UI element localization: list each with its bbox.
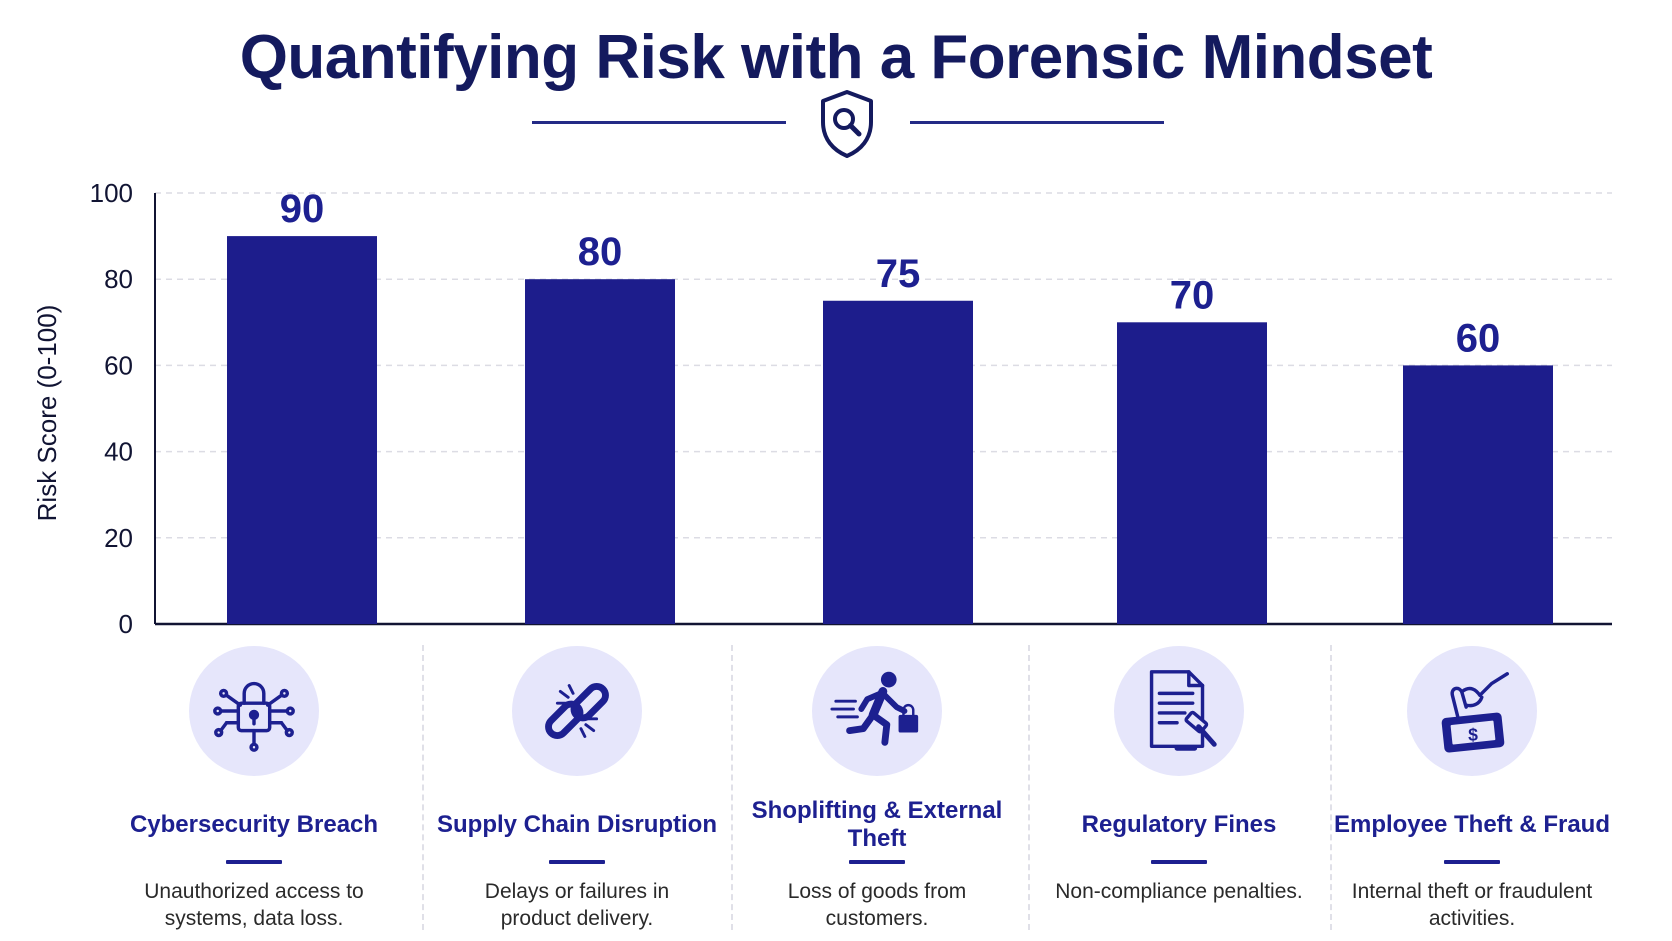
title-underline xyxy=(1151,860,1207,864)
hand-money-icon: $ xyxy=(1441,672,1509,753)
icon-badge xyxy=(512,646,642,776)
category-card-employee-theft: $ Employee Theft & Fraud Internal theft … xyxy=(1322,640,1622,932)
category-title: Regulatory Fines xyxy=(1081,811,1277,838)
bar-value-label: 75 xyxy=(876,252,921,296)
y-tick-label: 40 xyxy=(104,437,133,467)
title-divider-left xyxy=(532,121,786,124)
bar xyxy=(1117,322,1267,624)
title-underline xyxy=(549,860,605,864)
category-title: Cybersecurity Breach xyxy=(129,811,379,838)
icon-badge xyxy=(189,646,319,776)
y-tick-label: 60 xyxy=(104,350,133,380)
category-title: Supply Chain Disruption xyxy=(437,811,717,838)
category-card-cybersecurity: Cybersecurity Breach Unauthorized access… xyxy=(104,640,404,932)
category-description: Internal theft or fraudulent activities. xyxy=(1351,880,1593,930)
running-thief-icon xyxy=(830,671,919,746)
icon-badge xyxy=(1114,646,1244,776)
category-description: Delays or failures in product delivery. xyxy=(484,880,670,930)
icon-badge xyxy=(812,646,942,776)
bar-value-label: 60 xyxy=(1456,316,1501,360)
bar-value-label: 70 xyxy=(1170,273,1215,317)
column-divider xyxy=(1028,645,1030,930)
category-title: Employee Theft & Fraud xyxy=(1333,811,1611,838)
bar xyxy=(525,279,675,624)
y-tick-label: 20 xyxy=(104,523,133,553)
y-tick-label: 100 xyxy=(90,178,133,208)
title-underline xyxy=(1444,860,1500,864)
title-divider-right xyxy=(910,121,1164,124)
column-divider xyxy=(422,645,424,930)
title-underline xyxy=(849,860,905,864)
category-title: Shoplifting & External Theft xyxy=(751,797,1003,852)
y-tick-label: 0 xyxy=(119,609,133,639)
y-tick-label: 80 xyxy=(104,264,133,294)
shield-search-icon xyxy=(821,90,873,158)
bar xyxy=(227,236,377,624)
title-underline xyxy=(226,860,282,864)
page-title: Quantifying Risk with a Forensic Mindset xyxy=(239,23,1433,92)
bar xyxy=(823,300,973,624)
bar-value-label: 80 xyxy=(578,230,623,274)
padlock-network-icon xyxy=(213,681,295,752)
category-description: Loss of goods from customers. xyxy=(787,880,967,930)
svg-text:$: $ xyxy=(1468,724,1478,744)
bar xyxy=(1403,365,1553,624)
icon-badge: $ xyxy=(1407,646,1537,776)
category-description: Unauthorized access to systems, data los… xyxy=(144,880,364,930)
bar-value-label: 90 xyxy=(280,187,325,231)
category-card-supply-chain: Supply Chain Disruption Delays or failur… xyxy=(427,640,727,932)
document-gavel-icon xyxy=(1149,670,1217,751)
broken-chain-icon xyxy=(545,683,609,739)
risk-bar-chart: 0 20 40 60 80 100 Risk Score (0-100) 90 80 75 70 60 xyxy=(32,178,1612,639)
y-axis-title: Risk Score (0-100) xyxy=(32,305,62,522)
column-divider xyxy=(1330,645,1332,930)
category-description: Non-compliance penalties. xyxy=(1055,880,1303,903)
category-card-regulatory: Regulatory Fines Non-compliance penaltie… xyxy=(1029,640,1329,905)
column-divider xyxy=(731,645,733,930)
category-card-shoplifting: Shoplifting & External Theft Loss of goo… xyxy=(727,640,1027,932)
